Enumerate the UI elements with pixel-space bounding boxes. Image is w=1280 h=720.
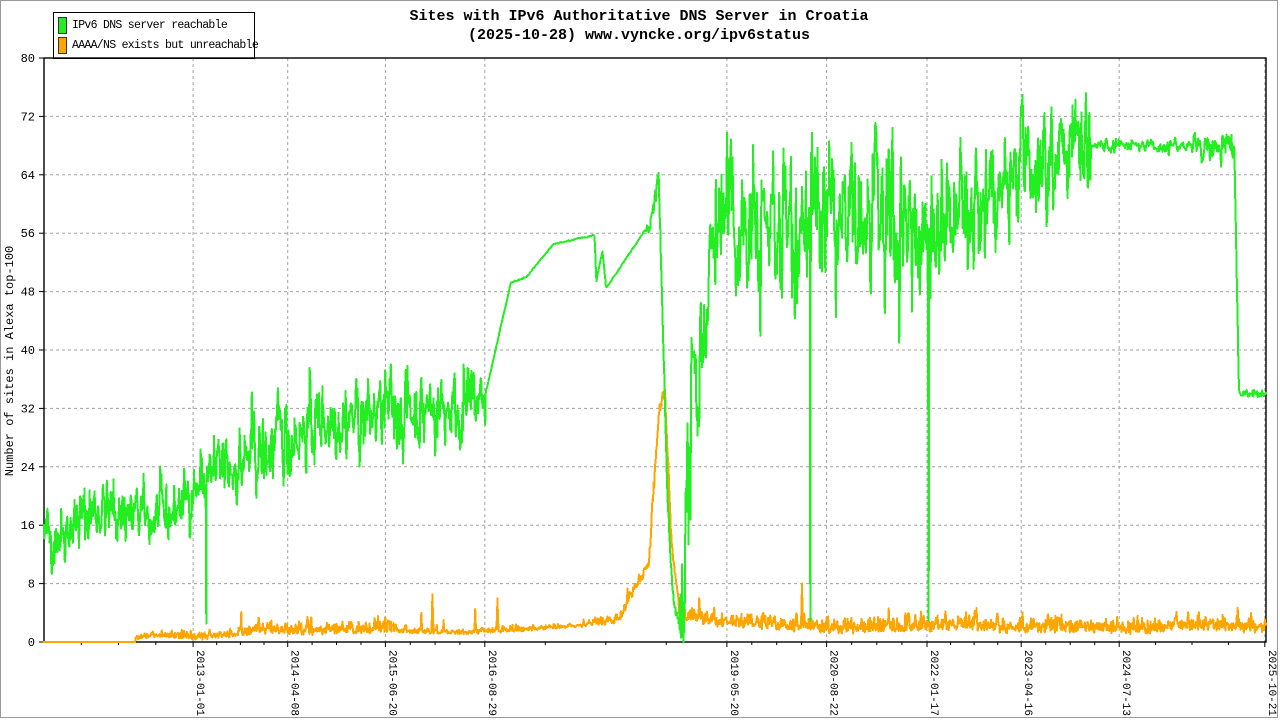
svg-text:80: 80 bbox=[21, 52, 35, 66]
svg-text:8: 8 bbox=[28, 578, 35, 592]
svg-text:2019-05-20: 2019-05-20 bbox=[727, 650, 739, 716]
svg-text:2013-01-01: 2013-01-01 bbox=[193, 650, 205, 716]
svg-text:2023-04-16: 2023-04-16 bbox=[1021, 650, 1033, 716]
svg-text:2016-08-29: 2016-08-29 bbox=[485, 650, 497, 716]
svg-text:2024-07-13: 2024-07-13 bbox=[1119, 650, 1131, 716]
svg-text:2015-06-20: 2015-06-20 bbox=[385, 650, 397, 716]
svg-text:48: 48 bbox=[21, 286, 35, 300]
svg-text:2025-10-21: 2025-10-21 bbox=[1265, 650, 1277, 716]
svg-text:16: 16 bbox=[21, 519, 35, 533]
svg-text:2022-01-17: 2022-01-17 bbox=[927, 650, 939, 716]
svg-text:24: 24 bbox=[21, 461, 35, 475]
svg-text:2020-08-22: 2020-08-22 bbox=[827, 650, 839, 716]
svg-text:72: 72 bbox=[21, 110, 35, 124]
svg-text:64: 64 bbox=[21, 169, 35, 183]
svg-text:32: 32 bbox=[21, 402, 35, 416]
svg-text:0: 0 bbox=[28, 636, 35, 650]
svg-text:2014-04-08: 2014-04-08 bbox=[288, 650, 300, 716]
svg-text:40: 40 bbox=[21, 344, 35, 358]
svg-text:56: 56 bbox=[21, 227, 35, 241]
